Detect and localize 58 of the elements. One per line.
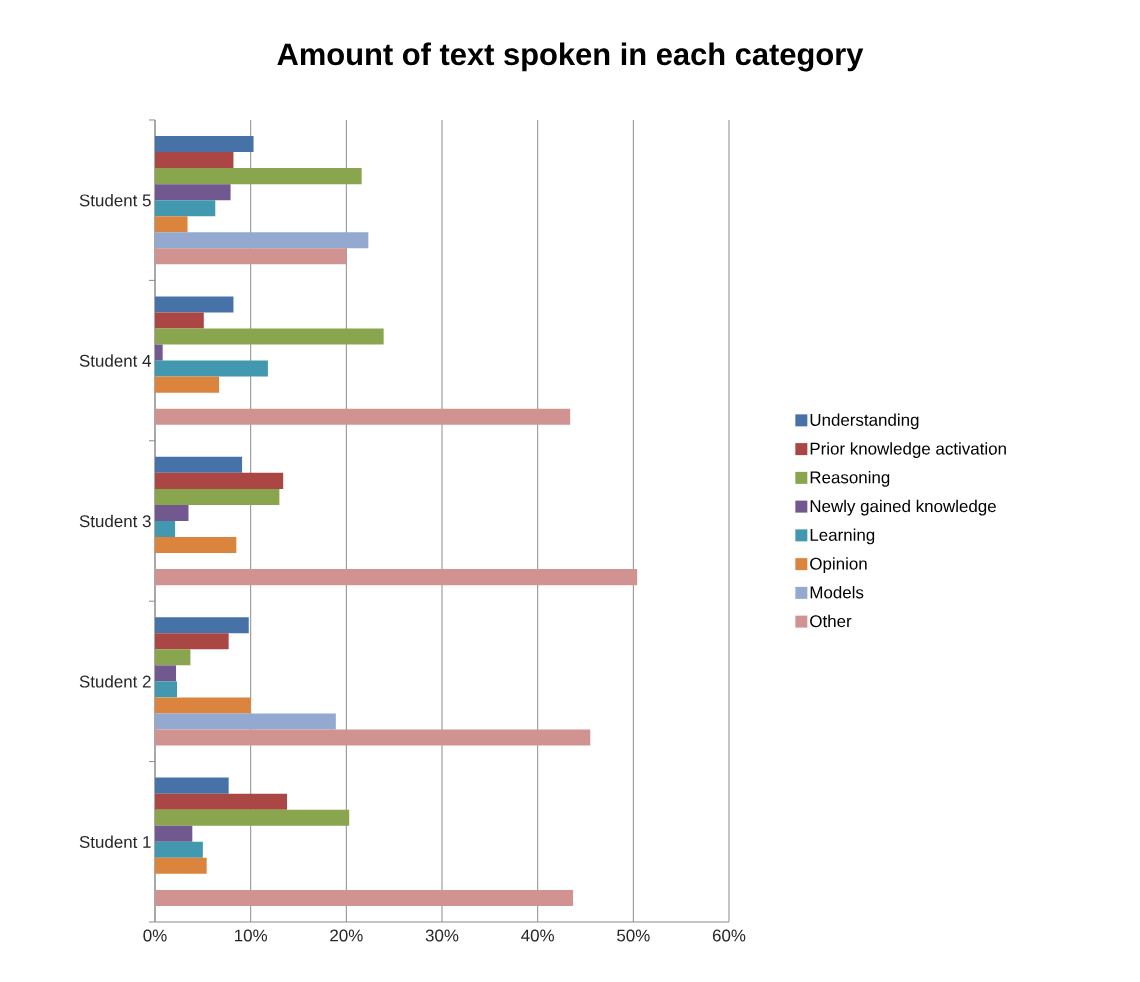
legend-label: Prior knowledge activation — [810, 442, 1006, 459]
chart-title: Amount of text spoken in each category — [277, 42, 864, 72]
bar — [155, 152, 234, 169]
bar — [155, 617, 249, 634]
x-tick-label: 0% — [143, 929, 167, 942]
bar — [155, 649, 191, 666]
y-tick-label: Student 5 — [79, 193, 151, 207]
bar — [155, 889, 574, 906]
bar — [155, 328, 384, 345]
bar — [155, 825, 193, 842]
bar — [155, 136, 254, 153]
bar — [155, 777, 229, 794]
bar — [155, 793, 288, 810]
x-tick-label: 20% — [330, 929, 363, 942]
bar — [155, 729, 591, 746]
bar — [155, 360, 268, 377]
bar — [155, 344, 163, 361]
bar — [155, 248, 347, 265]
x-tick-label: 60% — [712, 929, 746, 942]
bar — [155, 681, 178, 698]
bar — [155, 857, 207, 874]
bar — [155, 537, 237, 554]
y-tick-label: Student 3 — [79, 514, 151, 528]
bar — [155, 504, 189, 521]
bar — [155, 312, 204, 329]
bar — [155, 713, 336, 730]
legend-label: Newly gained knowledge — [810, 499, 996, 516]
bar — [155, 633, 229, 650]
legend-label: Other — [810, 614, 852, 628]
bar — [155, 488, 280, 505]
x-tick-label: 40% — [521, 929, 555, 942]
bar — [155, 472, 284, 489]
bar — [155, 296, 234, 313]
bar — [155, 456, 243, 473]
y-tick-label: Student 4 — [79, 354, 151, 367]
bar — [155, 569, 638, 586]
x-tick-label: 50% — [617, 929, 650, 942]
bar — [155, 697, 251, 714]
bar — [155, 376, 220, 393]
bar — [155, 232, 369, 249]
legend-label: Reasoning — [810, 470, 890, 487]
y-tick-label: Student 2 — [79, 675, 151, 688]
legend-label: Understanding — [810, 413, 919, 430]
legend-label: Models — [810, 585, 864, 599]
bar — [155, 200, 216, 217]
x-tick-label: 30% — [425, 929, 459, 942]
legend-label: Opinion — [810, 557, 867, 574]
bar — [155, 216, 188, 233]
bar — [155, 665, 177, 682]
legend-label: Learning — [810, 528, 875, 545]
bar — [155, 184, 231, 201]
y-tick-label: Student 1 — [79, 835, 151, 849]
bar — [155, 841, 203, 858]
bar — [155, 168, 362, 185]
bar — [155, 520, 176, 538]
bar — [155, 809, 350, 826]
bar — [155, 408, 571, 425]
x-tick-label: 10% — [235, 929, 268, 942]
